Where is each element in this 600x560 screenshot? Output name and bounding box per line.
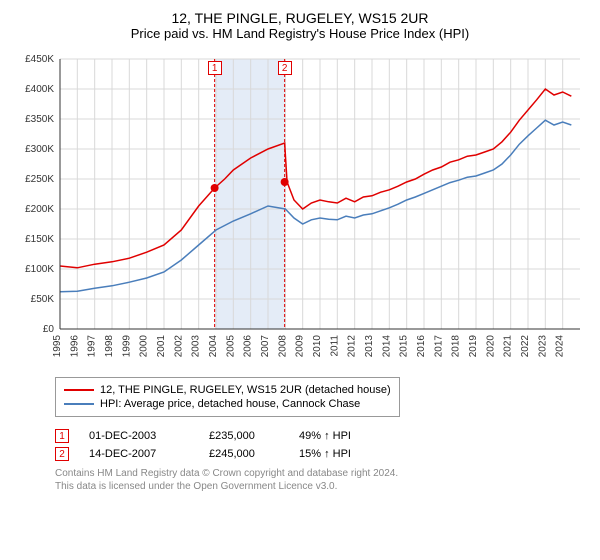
svg-text:1999: 1999: [121, 335, 132, 358]
chart-title: 12, THE PINGLE, RUGELEY, WS15 2UR: [10, 10, 590, 26]
svg-text:£250K: £250K: [25, 174, 54, 185]
svg-text:£400K: £400K: [25, 84, 54, 95]
legend-label: HPI: Average price, detached house, Cann…: [100, 398, 360, 410]
footer-line: This data is licensed under the Open Gov…: [55, 480, 590, 493]
legend-item-price-paid: 12, THE PINGLE, RUGELEY, WS15 2UR (detac…: [64, 384, 391, 396]
chart-container: £0 £50K £100K £150K £200K £250K £300K £350K £400…: [10, 49, 590, 369]
legend: 12, THE PINGLE, RUGELEY, WS15 2UR (detac…: [55, 377, 400, 417]
svg-text:2002: 2002: [173, 335, 184, 358]
sale-date: 01-DEC-2003: [89, 430, 189, 442]
svg-text:2014: 2014: [381, 335, 392, 358]
svg-text:2003: 2003: [191, 335, 202, 358]
legend-label: 12, THE PINGLE, RUGELEY, WS15 2UR (detac…: [100, 384, 391, 396]
legend-swatch: [64, 389, 94, 391]
line-chart: £0 £50K £100K £150K £200K £250K £300K £350K £400…: [10, 49, 590, 369]
svg-text:2021: 2021: [503, 335, 514, 358]
legend-swatch: [64, 403, 94, 405]
svg-text:2004: 2004: [208, 335, 219, 358]
svg-text:2018: 2018: [451, 335, 462, 358]
sale-marker-icon: 2: [55, 447, 69, 461]
sale-pct: 49% ↑ HPI: [299, 430, 379, 442]
svg-text:2006: 2006: [243, 335, 254, 358]
svg-text:2011: 2011: [329, 335, 340, 357]
chart-sale-marker: 1: [208, 61, 222, 75]
svg-text:2001: 2001: [156, 335, 167, 358]
svg-text:2020: 2020: [485, 335, 496, 358]
footer: Contains HM Land Registry data © Crown c…: [55, 467, 590, 493]
sale-row: 2 14-DEC-2007 £245,000 15% ↑ HPI: [55, 447, 590, 461]
sale-price: £245,000: [209, 448, 279, 460]
svg-text:1997: 1997: [87, 335, 98, 358]
sale-price: £235,000: [209, 430, 279, 442]
svg-text:£300K: £300K: [25, 144, 54, 155]
chart-subtitle: Price paid vs. HM Land Registry's House …: [10, 26, 590, 41]
svg-text:2017: 2017: [433, 335, 444, 358]
svg-text:2023: 2023: [537, 335, 548, 358]
sales-table: 1 01-DEC-2003 £235,000 49% ↑ HPI 2 14-DE…: [55, 429, 590, 461]
legend-item-hpi: HPI: Average price, detached house, Cann…: [64, 398, 391, 410]
svg-text:2013: 2013: [364, 335, 375, 358]
svg-text:2008: 2008: [277, 335, 288, 358]
svg-text:2019: 2019: [468, 335, 479, 358]
svg-text:2024: 2024: [555, 335, 566, 358]
svg-text:£0: £0: [43, 324, 55, 335]
svg-text:2015: 2015: [399, 335, 410, 358]
svg-text:2005: 2005: [225, 335, 236, 358]
svg-text:£150K: £150K: [25, 234, 54, 245]
svg-text:1998: 1998: [104, 335, 115, 358]
sale-pct: 15% ↑ HPI: [299, 448, 379, 460]
svg-text:£200K: £200K: [25, 204, 54, 215]
svg-text:2016: 2016: [416, 335, 427, 358]
svg-text:2022: 2022: [520, 335, 531, 358]
svg-text:2010: 2010: [312, 335, 323, 358]
svg-text:1996: 1996: [69, 335, 80, 358]
sale-date: 14-DEC-2007: [89, 448, 189, 460]
svg-text:£50K: £50K: [31, 294, 55, 305]
sale-marker-icon: 1: [55, 429, 69, 443]
svg-text:£350K: £350K: [25, 114, 54, 125]
svg-text:1995: 1995: [52, 335, 63, 358]
footer-line: Contains HM Land Registry data © Crown c…: [55, 467, 590, 480]
chart-sale-marker: 2: [278, 61, 292, 75]
svg-text:£100K: £100K: [25, 264, 54, 275]
svg-text:2007: 2007: [260, 335, 271, 358]
svg-text:2000: 2000: [139, 335, 150, 358]
svg-text:2012: 2012: [347, 335, 358, 358]
sale-row: 1 01-DEC-2003 £235,000 49% ↑ HPI: [55, 429, 590, 443]
svg-text:£450K: £450K: [25, 54, 54, 65]
svg-text:2009: 2009: [295, 335, 306, 358]
